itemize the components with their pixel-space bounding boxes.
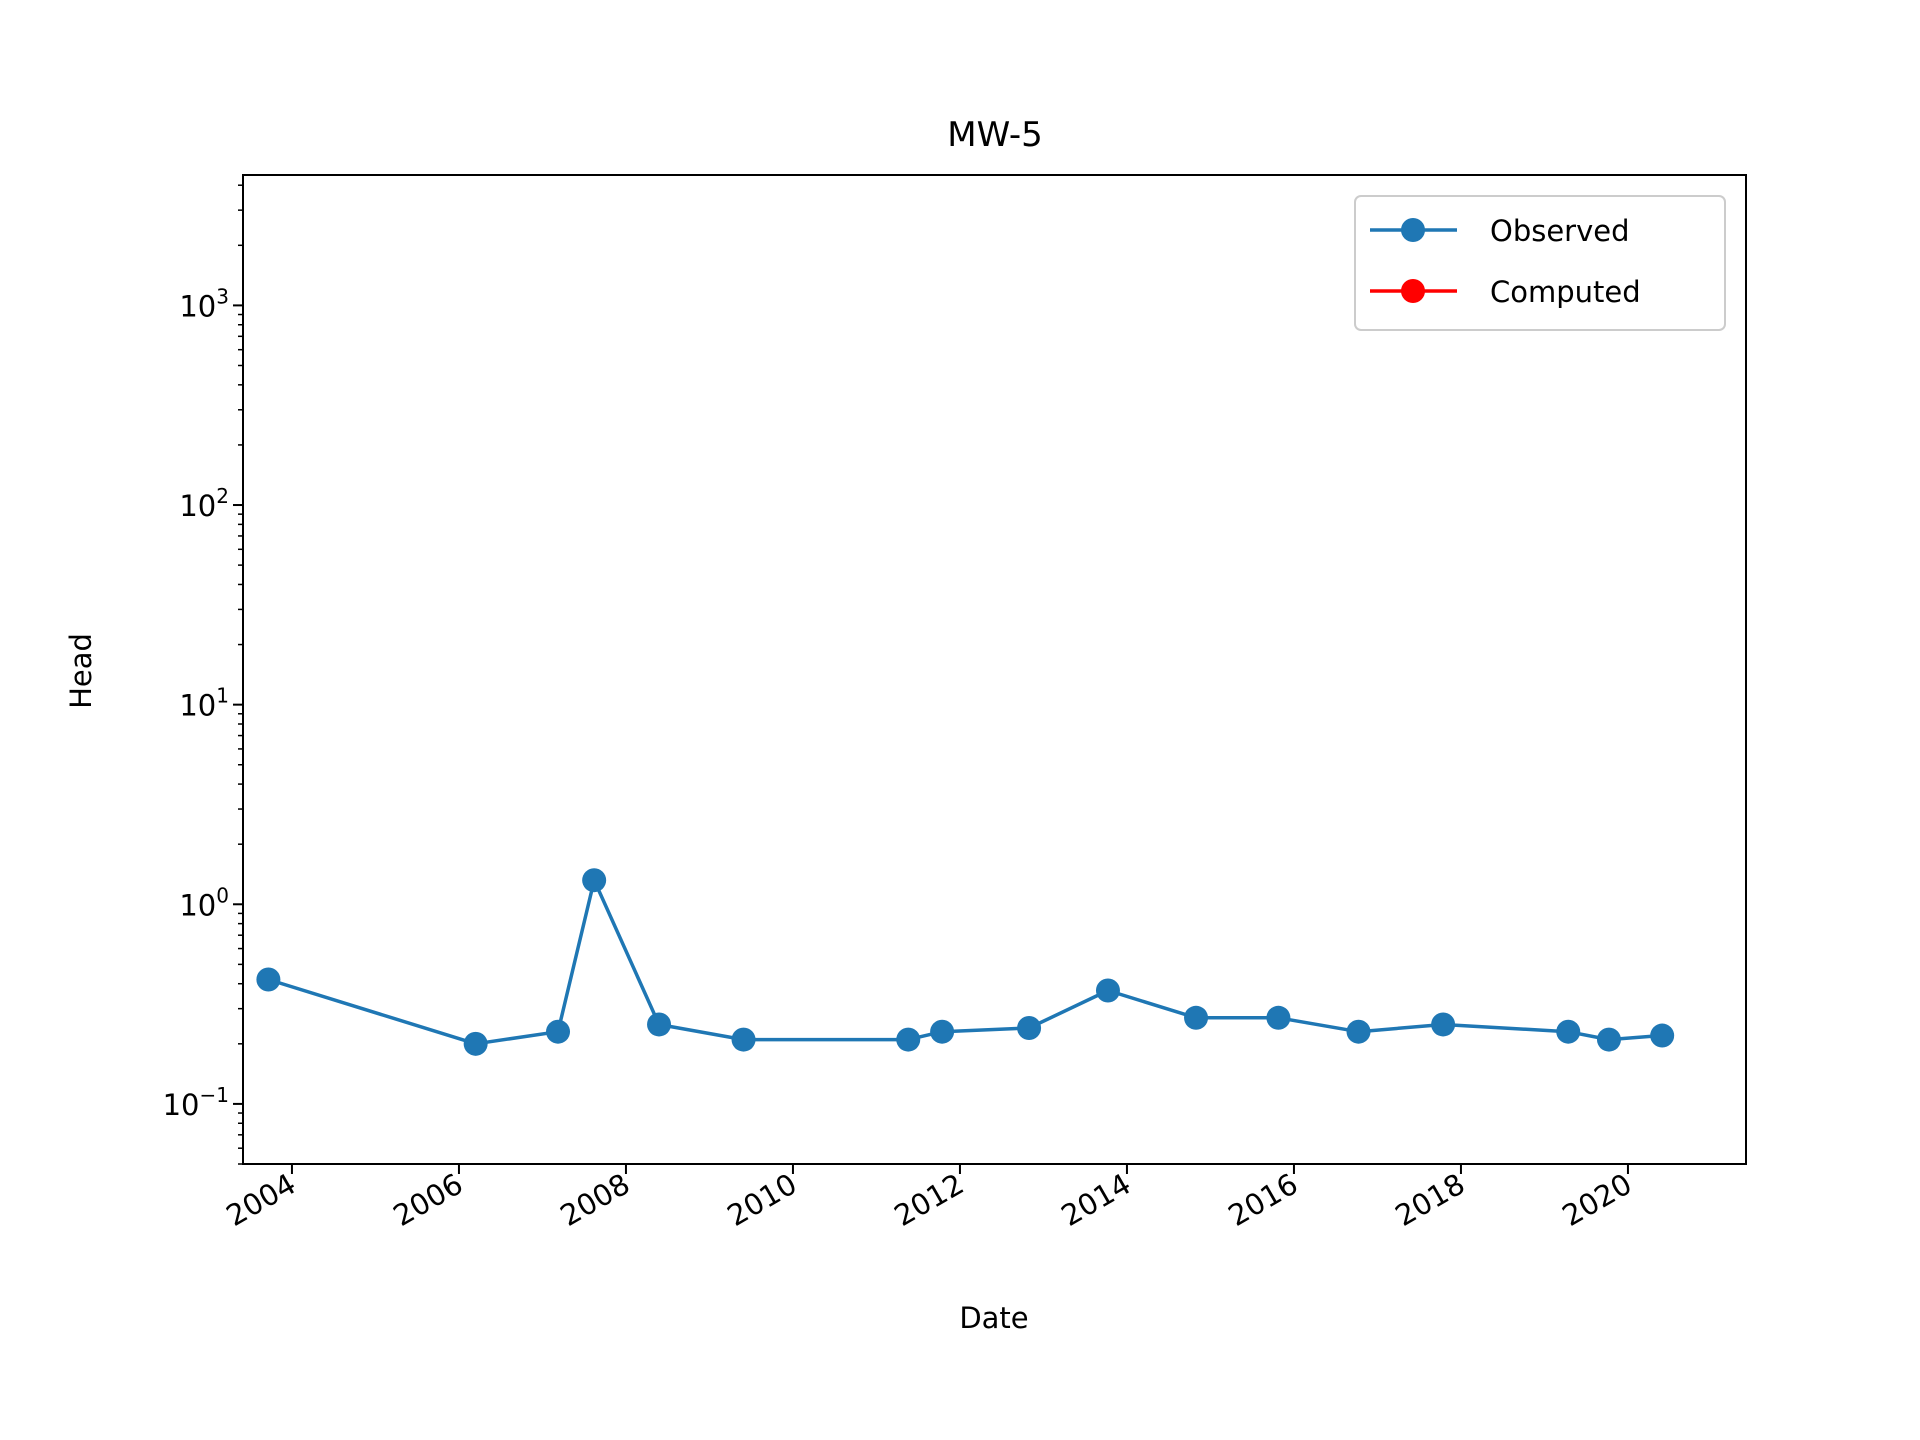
x-tick-label: 2020: [1557, 1167, 1638, 1233]
x-tick-label: 2008: [555, 1167, 636, 1233]
y-tick-label-base: 10: [179, 489, 216, 523]
data-point: [1095, 978, 1120, 1003]
x-axis-label: Date: [959, 1301, 1028, 1335]
data-point: [1650, 1023, 1675, 1048]
legend-label: Computed: [1490, 275, 1641, 309]
y-tick-label-exponent: 1: [216, 684, 229, 708]
x-tick-label: 2012: [889, 1167, 970, 1233]
data-point: [463, 1031, 488, 1056]
x-tick-label: 2018: [1390, 1167, 1471, 1233]
data-point: [647, 1012, 672, 1037]
data-point: [1596, 1027, 1621, 1052]
data-point: [1556, 1019, 1581, 1044]
y-tick-label-exponent: 3: [216, 284, 229, 308]
y-tick-label-base: 10: [179, 888, 216, 922]
y-axis-label: Head: [64, 633, 98, 709]
data-point: [582, 868, 607, 893]
y-tick-label: 103: [179, 284, 229, 323]
legend-marker: [1401, 218, 1425, 242]
data-point: [1266, 1005, 1291, 1030]
data-point: [256, 967, 281, 992]
plot-frame: [242, 174, 1747, 1165]
data-point: [1017, 1016, 1042, 1041]
data-point: [731, 1027, 756, 1052]
x-tick-label: 2006: [388, 1167, 469, 1233]
legend: Observed Computed: [1354, 195, 1726, 331]
y-tick-label: 100: [179, 883, 229, 922]
y-tick-label-exponent: −1: [200, 1083, 229, 1107]
data-point: [896, 1027, 921, 1052]
x-axis-ticks: 2004 2006 2008 2010 2012 2014 2016 2018 2020: [221, 1164, 1638, 1233]
y-tick-label-exponent: 2: [216, 484, 229, 508]
x-tick-label: 2016: [1223, 1167, 1304, 1233]
y-tick-label-base: 10: [179, 689, 216, 723]
data-point: [1431, 1012, 1456, 1037]
chart-title: MW-5: [947, 115, 1042, 155]
data-point: [546, 1019, 571, 1044]
y-tick-label-base: 10: [179, 289, 216, 323]
y-tick-label: 101: [179, 684, 229, 723]
legend-marker: [1401, 279, 1425, 303]
y-tick-label: 10−1: [163, 1083, 229, 1122]
x-tick-label: 2010: [722, 1167, 803, 1233]
series-layer: [256, 868, 1675, 1056]
data-point: [1346, 1019, 1371, 1044]
x-tick-label: 2014: [1056, 1167, 1137, 1233]
y-tick-label-exponent: 0: [216, 883, 229, 907]
legend-label: Observed: [1490, 214, 1630, 248]
x-tick-label: 2004: [221, 1167, 302, 1233]
y-tick-label: 102: [179, 484, 229, 523]
data-point: [1184, 1005, 1209, 1030]
data-point: [930, 1019, 955, 1044]
y-tick-label-base: 10: [163, 1088, 200, 1122]
